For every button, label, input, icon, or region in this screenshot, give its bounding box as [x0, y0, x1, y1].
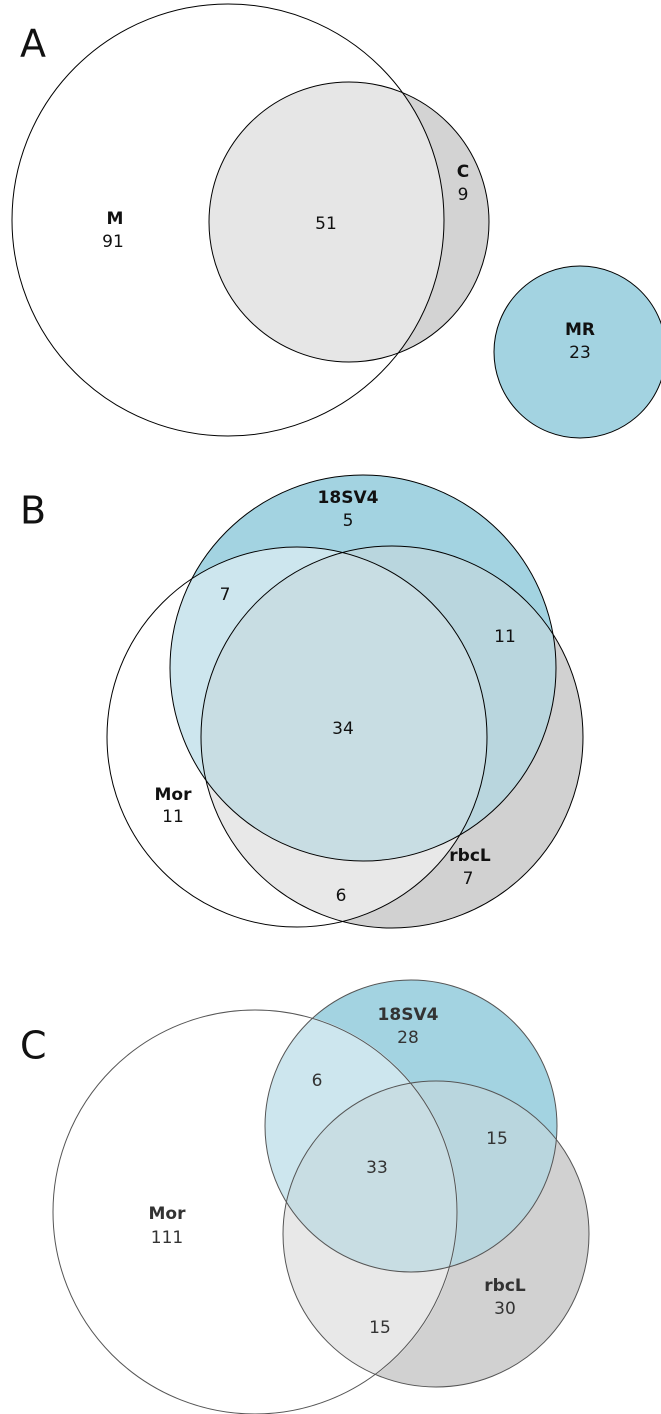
set-count: 7	[463, 869, 474, 889]
set-outline	[200, 545, 584, 929]
overlap-count: 15	[486, 1129, 508, 1149]
set-count: 111	[151, 1228, 183, 1248]
set-name: Mor	[149, 1204, 187, 1224]
set-outline	[208, 81, 490, 363]
panel-a: A M 91 C 9 MR 23 51	[11, 3, 661, 439]
set-count: 11	[162, 807, 184, 827]
set-count: 91	[102, 232, 124, 252]
panel-letter: B	[20, 489, 46, 533]
panel-letter: A	[20, 22, 46, 66]
set-name: rbcL	[484, 1276, 526, 1296]
set-outline	[282, 1080, 590, 1388]
set-circle	[493, 265, 661, 439]
set-count: 30	[494, 1299, 516, 1319]
set-count: 23	[569, 343, 591, 363]
overlap-count: 34	[332, 719, 354, 739]
overlap-count: 6	[336, 886, 347, 906]
set-name: 18SV4	[318, 488, 379, 508]
panel-letter: C	[20, 1024, 47, 1068]
set-outline	[106, 546, 488, 928]
set-name: M	[107, 209, 124, 229]
set-name: C	[457, 162, 469, 182]
set-count: 5	[343, 511, 354, 531]
panel-c: C 18SV4 28 Mor 111 rbcL 30 6 15 33 15	[20, 979, 590, 1414]
overlap-count: 6	[312, 1071, 323, 1091]
overlap-count: 11	[494, 627, 516, 647]
set-name: MR	[565, 320, 595, 340]
set-name: rbcL	[449, 846, 491, 866]
overlap-count: 33	[366, 1158, 388, 1178]
set-outline	[52, 1009, 458, 1414]
set-outline	[169, 474, 557, 862]
overlap-count: 7	[220, 585, 231, 605]
overlap-count: 51	[315, 214, 337, 234]
set-outline	[11, 3, 445, 437]
overlap-region	[209, 82, 444, 362]
set-count: 9	[458, 185, 469, 205]
panel-b: B 18SV4 5 Mor 11 rbcL 7 7 11 34 6	[20, 474, 584, 929]
set-outline	[264, 979, 558, 1273]
set-name: 18SV4	[378, 1005, 439, 1025]
set-name: Mor	[155, 785, 193, 805]
overlap-count: 15	[369, 1318, 391, 1338]
overlap-region	[283, 1081, 458, 1272]
set-count: 28	[397, 1028, 419, 1048]
